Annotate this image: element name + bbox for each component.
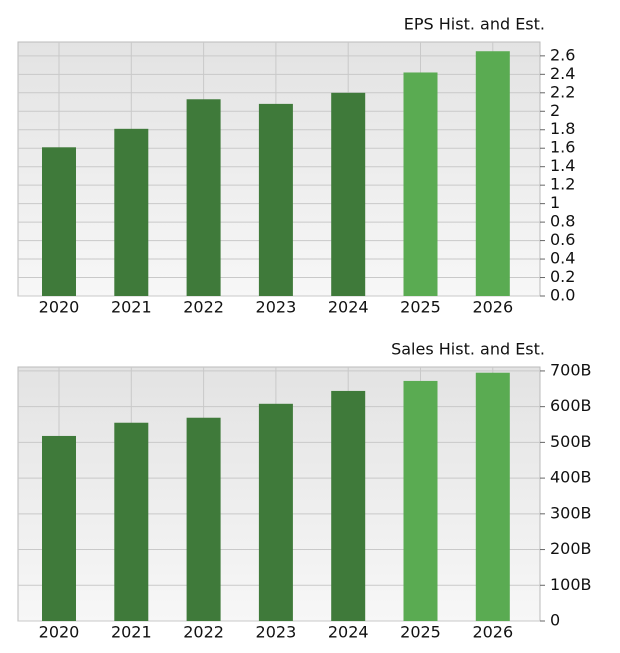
x-tick-label: 2024 — [328, 623, 369, 642]
y-tick-label: 1.6 — [550, 138, 575, 157]
y-tick-label: 2.2 — [550, 82, 575, 101]
y-tick-label: 0.0 — [550, 286, 575, 305]
bar — [42, 147, 76, 296]
bar — [114, 128, 149, 296]
x-tick-label: 2023 — [256, 298, 297, 317]
bar — [475, 372, 510, 621]
y-tick-label: 0.8 — [550, 212, 575, 231]
y-tick-label: 400B — [550, 468, 592, 487]
bar — [114, 422, 149, 621]
bar — [403, 380, 438, 621]
x-tick-label: 2021 — [111, 298, 152, 317]
y-tick-label: 2.4 — [550, 64, 575, 83]
y-tick-label: 300B — [550, 503, 592, 522]
x-tick-label: 2021 — [111, 623, 152, 642]
y-tick-label: 600B — [550, 396, 592, 415]
x-tick-label: 2024 — [328, 298, 369, 317]
x-tick-label: 2026 — [472, 623, 513, 642]
x-tick-label: 2023 — [256, 623, 297, 642]
bar — [186, 99, 221, 296]
bar — [403, 72, 438, 296]
chart-title: Sales Hist. and Est. — [391, 340, 545, 359]
y-tick-label: 500B — [550, 432, 592, 451]
bar — [42, 435, 76, 621]
y-tick-label: 700B — [550, 360, 592, 379]
y-tick-label: 0 — [550, 611, 560, 630]
y-tick-label: 0.4 — [550, 249, 575, 268]
bar — [258, 403, 293, 621]
bar — [331, 92, 366, 296]
y-tick-label: 100B — [550, 575, 592, 594]
chart-title: EPS Hist. and Est. — [404, 15, 545, 34]
y-tick-label: 1 — [550, 193, 560, 212]
x-tick-label: 2022 — [183, 623, 224, 642]
y-tick-label: 200B — [550, 539, 592, 558]
bar — [186, 417, 221, 621]
bar — [331, 390, 366, 621]
y-tick-label: 2 — [550, 101, 560, 120]
bar — [258, 103, 293, 296]
x-tick-label: 2022 — [183, 298, 224, 317]
x-tick-label: 2026 — [472, 298, 513, 317]
x-tick-label: 2025 — [400, 623, 441, 642]
x-tick-label: 2025 — [400, 298, 441, 317]
y-tick-label: 1.2 — [550, 175, 575, 194]
y-tick-label: 2.6 — [550, 45, 575, 64]
x-tick-label: 2020 — [39, 623, 80, 642]
y-tick-label: 1.4 — [550, 156, 575, 175]
y-tick-label: 1.8 — [550, 119, 575, 138]
bar — [475, 51, 510, 297]
y-tick-label: 0.2 — [550, 267, 575, 286]
y-tick-label: 0.6 — [550, 230, 575, 249]
x-tick-label: 2020 — [39, 298, 80, 317]
